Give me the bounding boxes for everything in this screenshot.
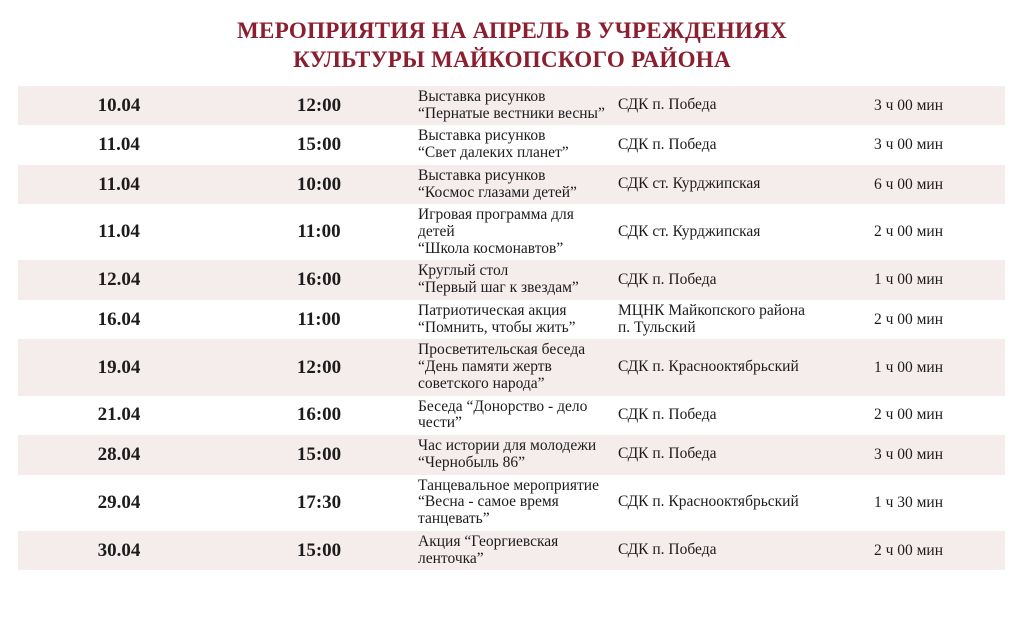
event-time: 10:00 xyxy=(296,173,342,195)
event-duration: 1 ч 30 мин xyxy=(873,493,944,511)
event-duration: 2 ч 00 мин xyxy=(873,541,944,559)
event-date: 11.04 xyxy=(98,173,140,195)
table-row: 30.04 15:00 Акция “Георгиевская ленточка… xyxy=(18,530,1005,571)
event-title: Час истории для молодежи “Чернобыль 86” xyxy=(418,437,597,471)
event-venue: СДК п. Победа xyxy=(618,405,717,423)
event-venue: СДК п. Победа xyxy=(618,541,717,559)
event-time: 15:00 xyxy=(296,443,342,465)
event-duration: 3 ч 00 мин xyxy=(873,445,944,463)
event-venue: СДК п. Победа xyxy=(618,270,717,288)
table-row: 16.04 11:00 Патриотическая акция “Помнит… xyxy=(18,300,1005,339)
event-date: 12.04 xyxy=(97,269,141,291)
event-date: 16.04 xyxy=(97,308,141,330)
table-row: 29.04 17:30 Танцевальное мероприятие “Ве… xyxy=(18,475,1005,531)
event-duration: 6 ч 00 мин xyxy=(873,175,944,193)
events-table: 10.04 12:00 Выставка рисунков “Пернатые … xyxy=(18,85,1005,571)
table-row: 10.04 12:00 Выставка рисунков “Пернатые … xyxy=(18,85,1005,126)
event-duration: 2 ч 00 мин xyxy=(873,406,944,424)
table-row: 21.04 16:00 Беседа “Донорство - дело чес… xyxy=(18,396,1005,435)
table-row: 19.04 12:00 Просветительская беседа “Ден… xyxy=(18,339,1005,396)
event-venue: СДК ст. Курджипская xyxy=(618,223,761,241)
event-duration: 1 ч 00 мин xyxy=(873,358,944,376)
event-date: 30.04 xyxy=(97,539,141,561)
event-time: 11:00 xyxy=(297,221,341,243)
page-title-line-1: МЕРОПРИЯТИЯ НА АПРЕЛЬ В УЧРЕЖДЕНИЯХ xyxy=(237,18,787,43)
event-date: 10.04 xyxy=(97,94,141,116)
event-date: 11.04 xyxy=(98,134,140,156)
event-title: Круглый стол “Первый шаг к звездам” xyxy=(418,262,579,297)
event-title: Танцевальное мероприятие “Весна - самое … xyxy=(418,476,599,528)
event-title: Патриотическая акция “Помнить, чтобы жит… xyxy=(418,301,576,336)
event-date: 11.04 xyxy=(98,221,140,243)
table-row: 28.04 15:00 Час истории для молодежи “Че… xyxy=(18,435,1005,475)
event-title: Выставка рисунков “Космос глазами детей” xyxy=(418,166,577,201)
event-venue: СДК п. Краснооктябрьский xyxy=(618,493,799,511)
event-title: Выставка рисунков “Свет далеких планет” xyxy=(418,127,569,162)
event-time: 15:00 xyxy=(296,539,342,561)
event-venue: СДК п. Победа xyxy=(618,96,717,114)
event-venue: СДК п. Победа xyxy=(618,135,717,153)
event-venue: СДК п. Краснооктябрьский xyxy=(618,358,799,376)
table-row: 11.04 11:00 Игровая программа для детей … xyxy=(18,204,1005,260)
table-row: 11.04 15:00 Выставка рисунков “Свет дале… xyxy=(18,125,1005,164)
event-title: Акция “Георгиевская ленточка” xyxy=(418,532,559,567)
event-duration: 3 ч 00 мин xyxy=(873,96,944,114)
table-row: 11.04 10:00 Выставка рисунков “Космос гл… xyxy=(18,164,1005,205)
event-duration: 2 ч 00 мин xyxy=(873,310,944,328)
page-title: МЕРОПРИЯТИЯ НА АПРЕЛЬ В УЧРЕЖДЕНИЯХ КУЛЬ… xyxy=(40,16,984,75)
event-title: Игровая программа для детей “Школа космо… xyxy=(418,206,574,257)
event-venue: СДК п. Победа xyxy=(618,445,717,463)
event-duration: 2 ч 00 мин xyxy=(873,223,944,241)
event-time: 16:00 xyxy=(296,269,342,291)
table-row: 12.04 16:00 Круглый стол “Первый шаг к з… xyxy=(18,260,1005,300)
event-time: 17:30 xyxy=(296,491,342,513)
event-duration: 1 ч 00 мин xyxy=(873,271,944,289)
schedule-page: МЕРОПРИЯТИЯ НА АПРЕЛЬ В УЧРЕЖДЕНИЯХ КУЛЬ… xyxy=(0,16,1024,622)
event-time: 12:00 xyxy=(296,94,342,116)
event-time: 16:00 xyxy=(296,404,342,426)
event-venue: МЦНК Майкопского района п. Тульский xyxy=(618,301,805,336)
event-title: Просветительская беседа “День памяти жер… xyxy=(418,341,586,392)
event-date: 19.04 xyxy=(97,356,141,378)
event-date: 28.04 xyxy=(97,443,141,465)
event-duration: 3 ч 00 мин xyxy=(873,136,944,154)
event-venue: СДК ст. Курджипская xyxy=(618,175,761,193)
event-date: 29.04 xyxy=(97,491,141,513)
event-title: Выставка рисунков “Пернатые вестники вес… xyxy=(418,87,605,122)
event-time: 15:00 xyxy=(296,134,342,156)
event-title: Беседа “Донорство - дело чести” xyxy=(418,397,588,432)
event-time: 11:00 xyxy=(297,308,341,330)
event-time: 12:00 xyxy=(296,356,342,378)
page-title-line-2: КУЛЬТУРЫ МАЙКОПСКОГО РАЙОНА xyxy=(293,47,731,73)
event-date: 21.04 xyxy=(97,404,141,426)
